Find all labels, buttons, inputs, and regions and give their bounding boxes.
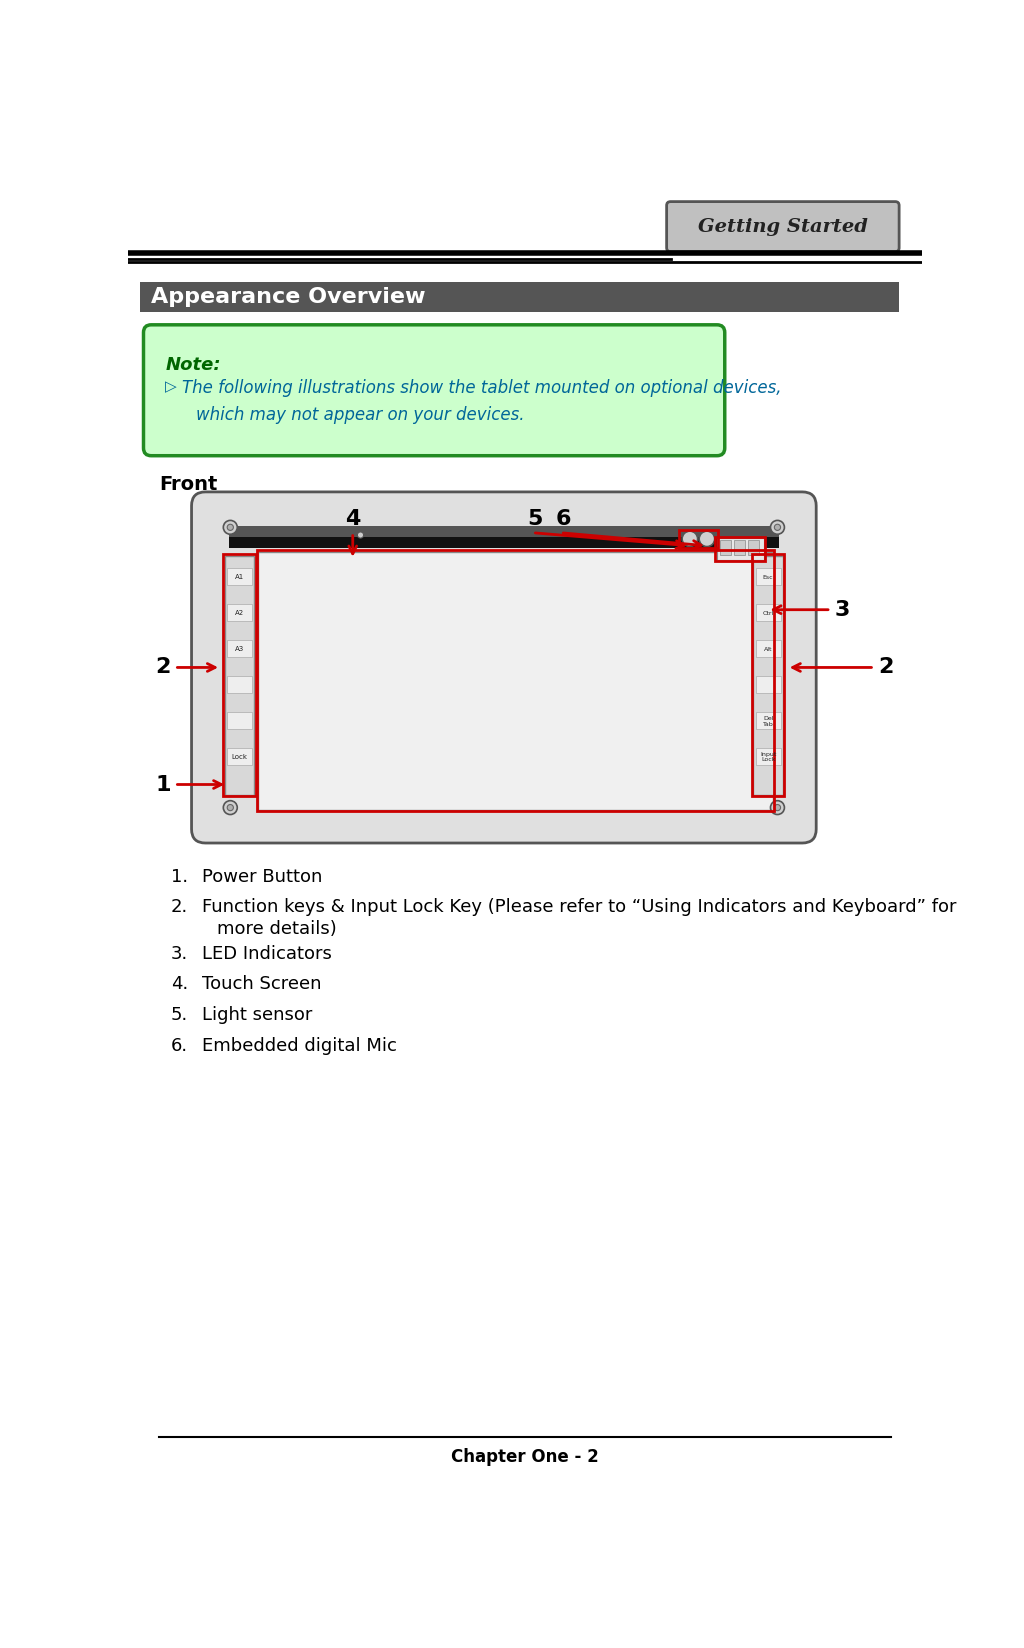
Bar — [756, 748, 780, 765]
Bar — [756, 676, 780, 692]
Bar — [228, 526, 779, 537]
Text: LED Indicators: LED Indicators — [202, 944, 332, 962]
FancyBboxPatch shape — [143, 325, 725, 456]
Text: 6.: 6. — [171, 1037, 187, 1055]
Bar — [717, 539, 764, 560]
Text: Embedded digital Mic: Embedded digital Mic — [202, 1037, 396, 1055]
Circle shape — [682, 531, 697, 547]
Bar — [227, 712, 252, 728]
Bar — [716, 537, 765, 562]
Text: Esc: Esc — [763, 575, 773, 580]
Bar — [720, 539, 731, 555]
Text: Del
Tab: Del Tab — [763, 715, 773, 727]
FancyBboxPatch shape — [191, 491, 816, 844]
Circle shape — [770, 801, 784, 814]
Text: Getting Started: Getting Started — [698, 218, 867, 236]
Bar — [257, 550, 774, 811]
Circle shape — [774, 524, 780, 531]
Text: which may not appear on your devices.: which may not appear on your devices. — [197, 405, 524, 424]
Text: 4: 4 — [345, 509, 360, 529]
Bar — [227, 748, 252, 765]
Text: Input
Lock: Input Lock — [760, 751, 776, 763]
Text: A3: A3 — [234, 646, 245, 653]
Circle shape — [223, 801, 238, 814]
Text: A1: A1 — [234, 575, 245, 580]
Bar — [748, 539, 759, 555]
Text: ▷: ▷ — [165, 379, 177, 394]
Text: Alt: Alt — [764, 646, 772, 651]
Text: A2: A2 — [236, 610, 244, 616]
Bar — [756, 569, 780, 585]
Text: Function keys & Input Lock Key (Please refer to “Using Indicators and Keyboard” : Function keys & Input Lock Key (Please r… — [202, 898, 956, 916]
Text: 3: 3 — [835, 600, 850, 620]
Bar — [258, 552, 773, 809]
Text: Touch Screen: Touch Screen — [202, 976, 322, 994]
Text: 2.: 2. — [171, 898, 187, 916]
Text: Chapter One - 2: Chapter One - 2 — [451, 1447, 599, 1465]
Text: Power Button: Power Button — [202, 867, 322, 885]
Circle shape — [774, 804, 780, 811]
Text: Ctrl: Ctrl — [763, 611, 774, 616]
Bar — [223, 554, 256, 796]
Circle shape — [223, 521, 238, 534]
Text: Lock: Lock — [231, 755, 248, 760]
Circle shape — [357, 532, 364, 539]
Text: Front: Front — [159, 475, 217, 494]
Bar — [227, 605, 252, 621]
Text: 3.: 3. — [171, 944, 187, 962]
Text: Note:: Note: — [165, 356, 221, 374]
Bar — [227, 676, 252, 692]
Bar — [734, 539, 744, 555]
Circle shape — [227, 524, 233, 531]
Circle shape — [699, 531, 715, 547]
Bar — [756, 605, 780, 621]
Bar — [227, 569, 252, 585]
Text: more details): more details) — [217, 920, 337, 938]
Text: 5.: 5. — [171, 1007, 187, 1025]
Text: 5: 5 — [527, 509, 543, 529]
Bar — [756, 639, 780, 658]
Bar — [756, 712, 780, 728]
Bar — [754, 555, 783, 794]
Text: 6: 6 — [556, 509, 571, 529]
Bar — [139, 282, 899, 311]
Text: 2: 2 — [879, 658, 894, 677]
Bar — [679, 529, 718, 549]
Text: 2: 2 — [156, 658, 171, 677]
Bar — [752, 554, 784, 796]
Text: 4.: 4. — [171, 976, 187, 994]
Text: 1: 1 — [155, 775, 171, 794]
Text: Appearance Overview: Appearance Overview — [152, 287, 426, 307]
Text: Light sensor: Light sensor — [202, 1007, 312, 1025]
Bar — [225, 555, 254, 794]
Text: The following illustrations show the tablet mounted on optional devices,: The following illustrations show the tab… — [182, 379, 781, 397]
Text: 1.: 1. — [171, 867, 187, 885]
Bar — [227, 639, 252, 658]
Bar — [228, 534, 779, 549]
FancyBboxPatch shape — [667, 201, 899, 252]
Circle shape — [770, 521, 784, 534]
Circle shape — [227, 804, 233, 811]
